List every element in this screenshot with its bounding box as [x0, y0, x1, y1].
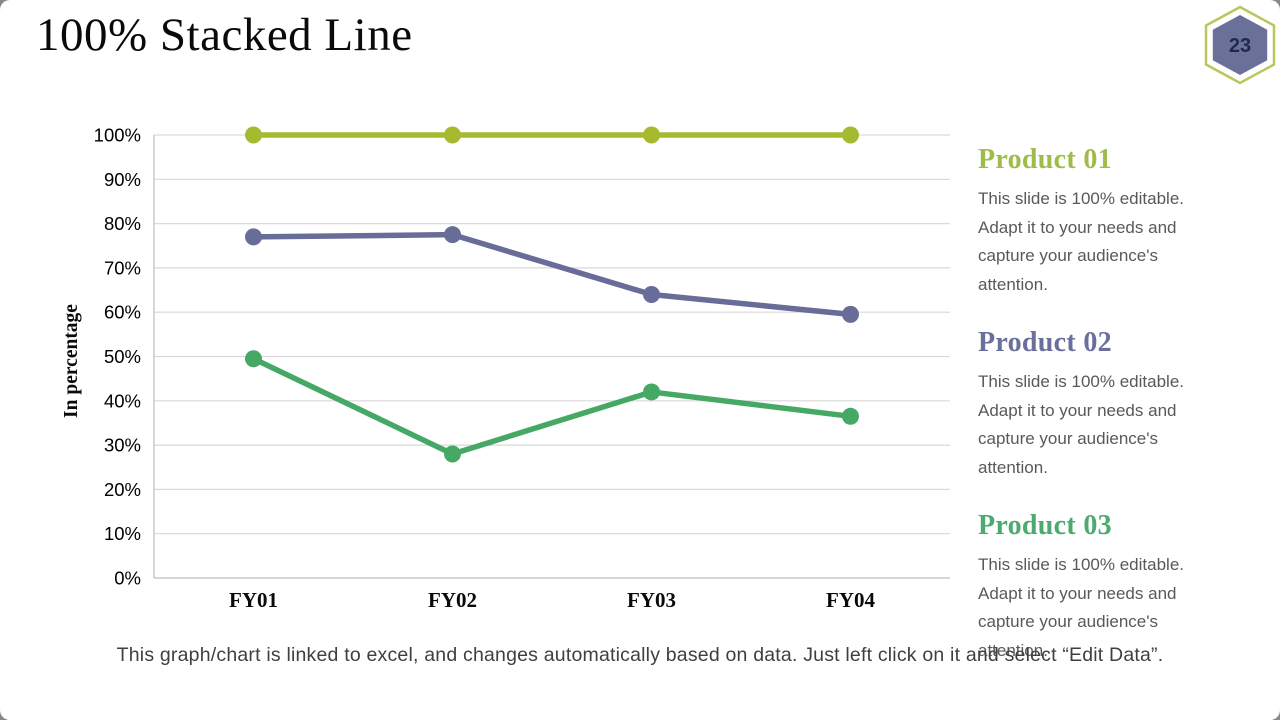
y-tick-label: 30%: [104, 435, 141, 456]
y-tick-label: 70%: [104, 257, 141, 278]
data-point-product-03: [245, 350, 262, 368]
legend-item-1: Product 01 This slide is 100% editable. A…: [978, 142, 1230, 299]
y-tick-label: 60%: [104, 302, 141, 323]
data-point-product-01: [245, 126, 262, 144]
stacked-line-chart[interactable]: 0% 10% 20% 30% 40% 50% 60% 70% 80% 90% 100% In perc…: [55, 108, 955, 628]
data-point-product-03: [643, 383, 660, 401]
y-tick-label: 10%: [104, 523, 141, 544]
data-point-product-01: [842, 126, 859, 144]
x-axis-labels: FY01 FY02 FY03 FY04: [229, 588, 875, 612]
legend-description: This slide is 100% editable. Adapt it to…: [978, 372, 1185, 477]
series-product-02: [245, 226, 859, 323]
legend-item-2: Product 02 This slide is 100% editable. A…: [978, 325, 1230, 482]
x-tick-label: FY04: [826, 588, 875, 612]
series-product-03: [245, 350, 859, 463]
y-tick-label: 40%: [104, 390, 141, 411]
data-point-product-03: [444, 445, 461, 463]
y-tick-label: 100%: [94, 125, 141, 146]
slide-title: 100% Stacked Line: [36, 9, 413, 61]
gridlines: 0% 10% 20% 30% 40% 50% 60% 70% 80% 90% 100%: [94, 125, 950, 589]
y-axis-title: In percentage: [61, 304, 82, 418]
y-tick-label: 80%: [104, 213, 141, 234]
legend-heading: Product 02: [978, 327, 1112, 358]
x-tick-label: FY03: [627, 588, 676, 612]
page-number: 23: [1229, 35, 1251, 57]
legend-heading: Product 01: [978, 144, 1112, 175]
data-point-product-02: [643, 285, 660, 303]
legend-heading: Product 03: [978, 510, 1112, 541]
page-number-badge: 23: [1204, 5, 1276, 85]
data-point-product-03: [842, 407, 859, 425]
data-point-product-02: [842, 305, 859, 323]
y-tick-label: 50%: [104, 346, 141, 367]
data-point-product-01: [643, 126, 660, 144]
x-tick-label: FY01: [229, 588, 278, 612]
data-point-product-02: [245, 228, 262, 246]
legend: Product 01 This slide is 100% editable. A…: [978, 142, 1230, 691]
y-tick-label: 90%: [104, 169, 141, 190]
series-product-01: [245, 126, 859, 144]
y-tick-label: 0%: [114, 568, 141, 589]
x-tick-label: FY02: [428, 588, 477, 612]
edit-data-caption: This graph/chart is linked to excel, and…: [116, 644, 1164, 666]
legend-description: This slide is 100% editable. Adapt it to…: [978, 189, 1185, 294]
legend-description: This slide is 100% editable. Adapt it to…: [978, 555, 1185, 660]
y-tick-label: 20%: [104, 479, 141, 500]
data-point-product-01: [444, 126, 461, 144]
hexagon-icon: [1212, 15, 1268, 75]
legend-item-3: Product 03 This slide is 100% editable. A…: [978, 508, 1230, 665]
data-point-product-02: [444, 226, 461, 244]
